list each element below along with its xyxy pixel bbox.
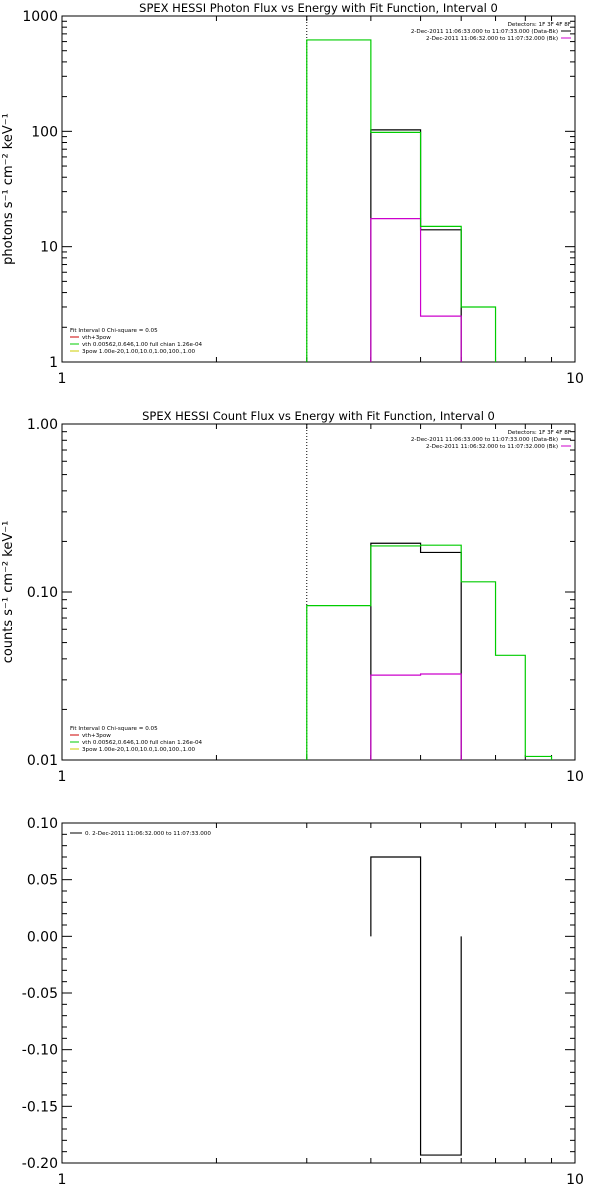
fit-note-line: vth 0.00562,0.646,1.00 full chian 1.26e-… xyxy=(82,342,203,348)
y-tick-label: 1 xyxy=(49,355,58,371)
plot-frame xyxy=(61,423,576,761)
x-tick-label: 1 xyxy=(58,769,67,785)
y-tick-label: 0.00 xyxy=(27,929,58,945)
photon-flux-panel: SPEX HESSI Photon Flux vs Energy with Fi… xyxy=(1,1,584,387)
legend-entry: 0. 2-Dec-2011 11:06:32.000 to 11:07:33.0… xyxy=(85,831,211,837)
fit-note-line: vth+3pow xyxy=(82,335,111,341)
chart-title: SPEX HESSI Photon Flux vs Energy with Fi… xyxy=(139,1,498,15)
legend-entry: 2-Dec-2011 11:06:33.000 to 11:07:33.000 … xyxy=(411,29,558,35)
fit-note-line: vth 0.00562,0.646,1.00 full chian 1.26e-… xyxy=(82,740,203,746)
y-axis-label: photons s⁻¹ cm⁻² keV⁻¹ xyxy=(1,113,16,265)
count-flux-panel: SPEX HESSI Count Flux vs Energy with Fit… xyxy=(1,409,584,785)
x-tick-label: 1 xyxy=(58,1172,67,1188)
x-tick-label: 1 xyxy=(58,371,67,387)
plot-frame xyxy=(61,15,576,363)
fit-notes-header: Fit Interval 0 Chi-square = 0.05 xyxy=(70,328,158,334)
y-tick-label: 0.10 xyxy=(27,816,58,832)
y-tick-label: 0.10 xyxy=(27,585,58,601)
series-line-data-bk xyxy=(370,542,462,760)
y-tick-label: 10 xyxy=(40,240,58,256)
y-tick-label: -0.20 xyxy=(22,1156,58,1172)
y-tick-label: 100 xyxy=(31,124,58,140)
y-axis-label: counts s⁻¹ cm⁻² keV⁻¹ xyxy=(1,521,16,664)
series-line-bk xyxy=(370,218,462,362)
x-tick-label: 10 xyxy=(566,371,584,387)
y-tick-label: 0.01 xyxy=(27,753,58,769)
legend-header: Detectors: 1F 3F 4F 8F xyxy=(508,22,571,28)
y-tick-label: 1.00 xyxy=(27,417,58,433)
fit-note-line: vth+3pow xyxy=(82,733,111,739)
legend-entry: 2-Dec-2011 11:06:32.000 to 11:07:32.000 … xyxy=(426,36,558,42)
fit-notes-header: Fit Interval 0 Chi-square = 0.05 xyxy=(70,726,158,732)
x-tick-label: 10 xyxy=(566,1172,584,1188)
legend-entry: 2-Dec-2011 11:06:32.000 to 11:07:32.000 … xyxy=(426,444,558,450)
series-line-residual xyxy=(370,856,462,1156)
plot-frame xyxy=(61,822,576,1164)
y-tick-label: -0.05 xyxy=(22,986,58,1002)
y-tick-label: -0.10 xyxy=(22,1043,58,1059)
chart-title: SPEX HESSI Count Flux vs Energy with Fit… xyxy=(142,409,495,423)
fit-note-line: 3pow 1.00e-20,1.00,10.0,1.00,100.,1.00 xyxy=(82,349,196,355)
series-line-bk xyxy=(370,673,462,760)
series-line-vth xyxy=(306,39,497,362)
legend-header: Detectors: 1F 3F 4F 8F xyxy=(508,430,571,436)
y-tick-label: 0.05 xyxy=(27,873,58,889)
series-line-vth xyxy=(306,544,553,760)
y-tick-label: -0.15 xyxy=(22,1099,58,1115)
series-line-data-bk xyxy=(370,129,462,362)
residuals-panel: 1 10 0.10 0.05 0.00 -0.05 -0.10 -0.15 -0.20 0. 2-… xyxy=(22,816,584,1188)
x-tick-label: 10 xyxy=(566,769,584,785)
fit-note-line: 3pow 1.00e-20,1.00,10.0,1.00,100.,1.00 xyxy=(82,747,196,753)
y-tick-label: 1000 xyxy=(22,9,58,25)
legend-entry: 2-Dec-2011 11:06:33.000 to 11:07:33.000 … xyxy=(411,437,558,443)
